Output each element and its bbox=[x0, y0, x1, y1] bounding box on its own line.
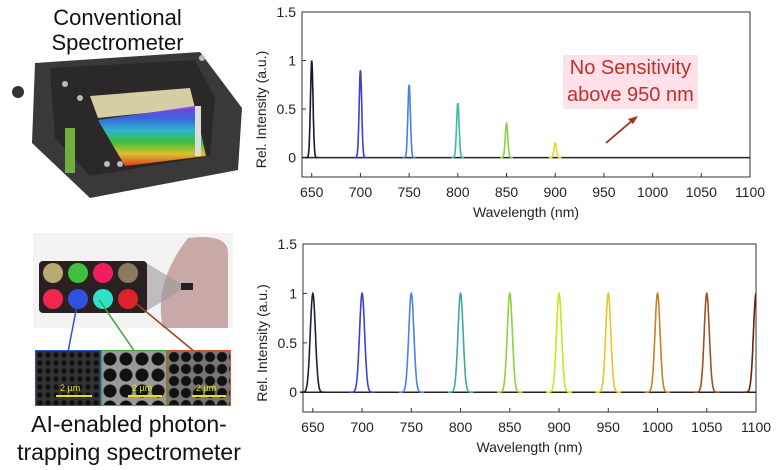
x-tick-label: 950 bbox=[597, 419, 621, 435]
conventional-spectrometer-image bbox=[12, 52, 242, 198]
no-sensitivity-annotation: No Sensitivity above 950 nm bbox=[563, 55, 698, 109]
sem-image-green: 2 µm bbox=[101, 350, 167, 406]
x-tick-label: 750 bbox=[397, 184, 421, 200]
x-tick-label: 900 bbox=[547, 419, 571, 435]
spectrum-peak-1000 bbox=[644, 291, 671, 393]
sem-image-blue: 2 µm bbox=[35, 350, 101, 406]
annotation-line1: No Sensitivity bbox=[569, 57, 691, 79]
x-tick-label: 1000 bbox=[642, 419, 673, 435]
spectrum-peak-900 bbox=[548, 141, 562, 159]
spectrum-peak-1100 bbox=[743, 293, 757, 393]
spectrum-peak-700 bbox=[354, 70, 367, 159]
annotation-line2: above 950 nm bbox=[567, 84, 694, 106]
x-tick-label: 850 bbox=[495, 184, 519, 200]
spectrum-peak-800 bbox=[451, 102, 465, 159]
x-tick-label: 800 bbox=[449, 419, 473, 435]
x-tick-label: 850 bbox=[498, 419, 522, 435]
scale-bar-label: 2 µm bbox=[196, 383, 217, 393]
spectrum-peak-850 bbox=[497, 291, 523, 393]
y-tick-label: 1.5 bbox=[278, 236, 298, 252]
x-tick-label: 650 bbox=[301, 419, 325, 435]
x-tick-label: 1000 bbox=[637, 184, 668, 200]
x-tick-label: 1100 bbox=[741, 419, 771, 435]
x-axis-label: Wavelength (nm) bbox=[476, 439, 582, 455]
spectrum-peak-650 bbox=[300, 291, 326, 393]
plot-frame bbox=[302, 243, 757, 413]
x-tick-label: 900 bbox=[544, 184, 568, 200]
y-tick-label: 1 bbox=[289, 285, 297, 301]
y-tick-label: 1.5 bbox=[277, 4, 297, 20]
x-tick-label: 1050 bbox=[686, 184, 717, 200]
y-tick-label: 0.5 bbox=[278, 335, 298, 351]
x-tick-label: 800 bbox=[446, 184, 470, 200]
x-tick-label: 700 bbox=[349, 184, 373, 200]
plot-frame bbox=[301, 11, 751, 178]
spectrum-peak-750 bbox=[402, 84, 416, 159]
spectrum-peak-800 bbox=[447, 291, 474, 393]
x-tick-label: 1100 bbox=[735, 184, 765, 200]
conventional-spectrometer-title: Conventional Spectrometer bbox=[51, 5, 184, 55]
ai-spectrum-chart: 650 700 750 800 850 900 950 1000 1050 1100 0 0.5 1 1.… bbox=[254, 236, 771, 455]
x-tick-label: 1050 bbox=[691, 419, 722, 435]
spectrum-peak-950 bbox=[595, 291, 622, 393]
y-tick-label: 0 bbox=[288, 150, 296, 166]
y-tick-label: 1 bbox=[288, 53, 296, 69]
y-tick-label: 0.5 bbox=[277, 101, 297, 117]
annotation-arrow-icon bbox=[605, 116, 638, 144]
spectrum-peak-900 bbox=[546, 291, 572, 393]
scale-bar bbox=[56, 395, 92, 397]
scale-bar-label: 2 µm bbox=[60, 383, 81, 393]
spectrum-peak-700 bbox=[349, 291, 375, 393]
sem-callout-lines bbox=[67, 300, 196, 353]
photon-trapping-chip-photo bbox=[33, 233, 233, 328]
spectrum-peak-750 bbox=[398, 291, 425, 393]
x-axis-label: Wavelength (nm) bbox=[473, 204, 579, 220]
spectrum-peak-1050 bbox=[694, 291, 720, 393]
spectrum-peak-850 bbox=[500, 121, 513, 159]
y-axis-label: Rel. Intensity (a.u.) bbox=[253, 51, 269, 169]
ai-spectrometer-title: AI-enabled photon-trapping spectrometer bbox=[17, 411, 241, 465]
scale-bar bbox=[128, 395, 162, 397]
conventional-spectrum-chart: 650 700 750 800 850 900 950 1000 1050 1100 0 0.5 1 1.… bbox=[253, 4, 765, 220]
x-tick-label: 700 bbox=[350, 419, 374, 435]
y-tick-label: 0 bbox=[289, 384, 297, 400]
x-tick-label: 950 bbox=[592, 184, 616, 200]
spectrum-peak-650 bbox=[305, 60, 319, 159]
sem-image-red: 2 µm bbox=[167, 350, 231, 406]
scale-bar-label: 2 µm bbox=[132, 383, 153, 393]
y-axis-label: Rel. Intensity (a.u.) bbox=[254, 284, 270, 402]
x-tick-label: 750 bbox=[400, 419, 424, 435]
x-tick-label: 650 bbox=[300, 184, 324, 200]
scale-bar bbox=[192, 395, 226, 397]
